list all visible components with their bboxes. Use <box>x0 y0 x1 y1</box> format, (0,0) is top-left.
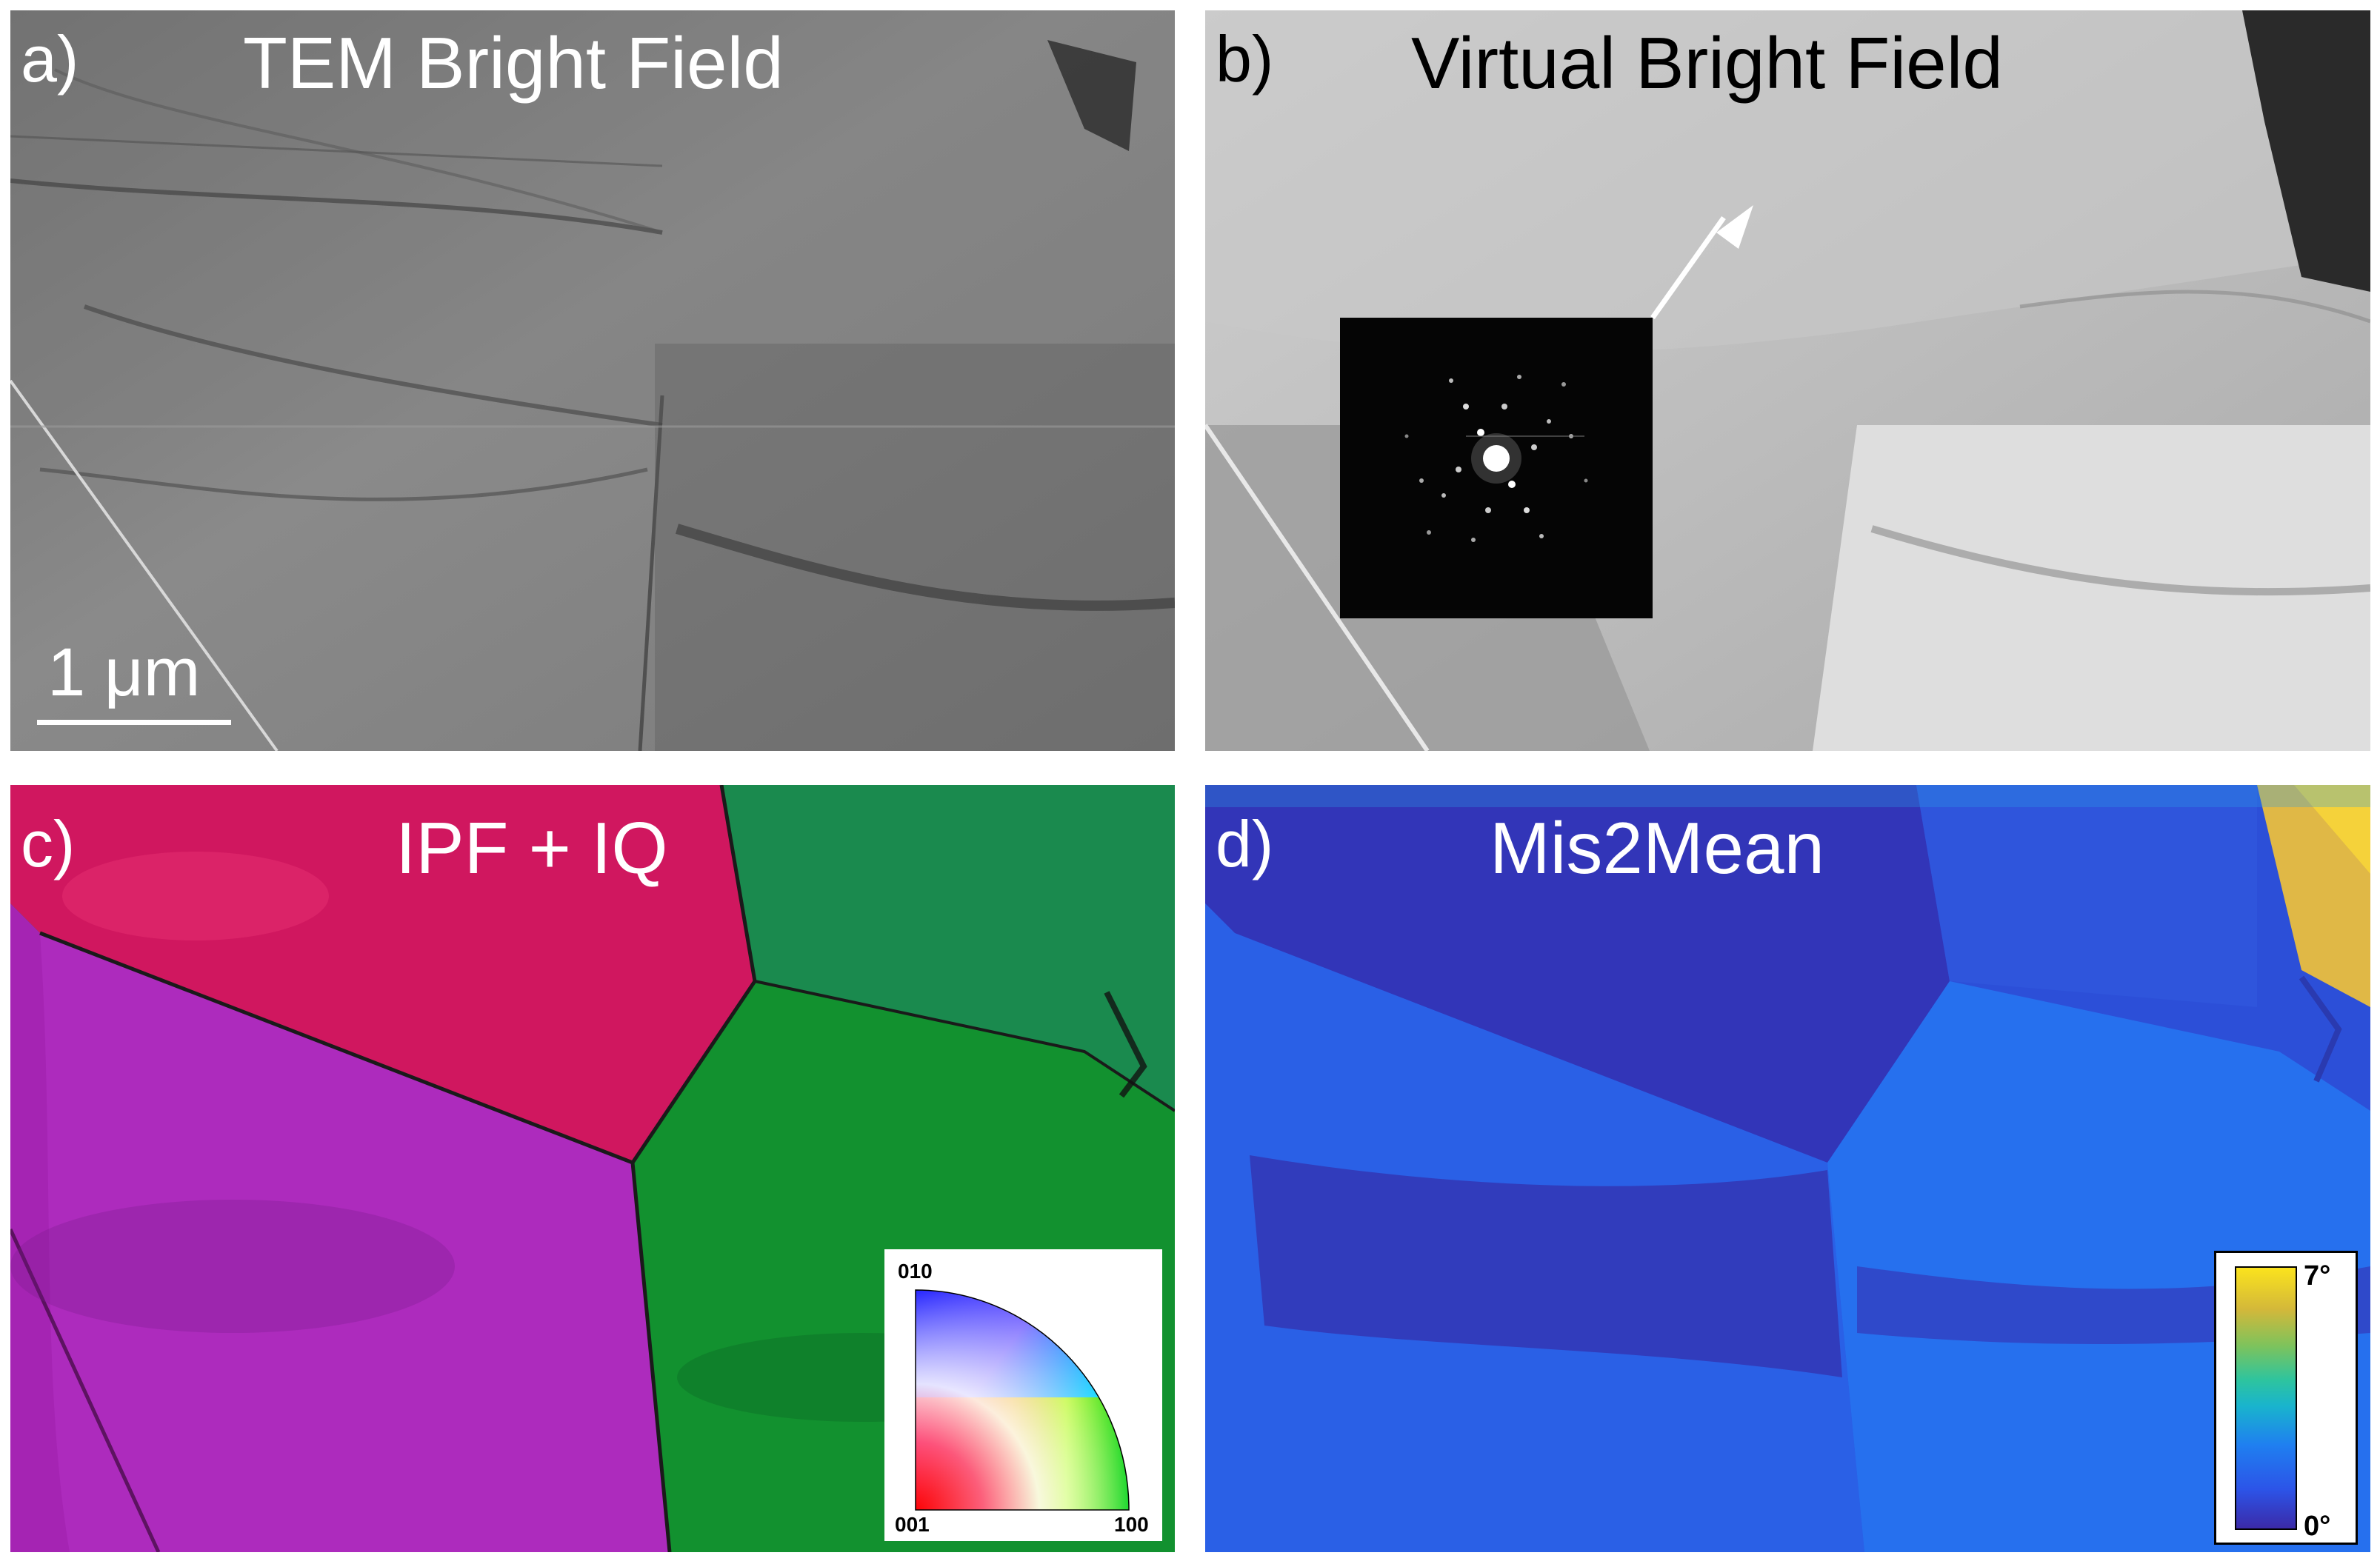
misorientation-colorbar: 7° 0° <box>2214 1251 2358 1545</box>
ipf-key-001-label: 001 <box>895 1513 930 1536</box>
panel-mis2mean: d) Mis2Mean 7° 0° <box>1205 785 2370 1552</box>
panel-letter-c: c) <box>21 807 76 880</box>
scale-bar-label: 1 μm <box>47 635 201 710</box>
panel-letter-b: b) <box>1216 22 1274 96</box>
panel-virtual-bright-field: b) Virtual Bright Field <box>1205 10 2370 751</box>
ipf-key-010-label: 010 <box>898 1260 933 1283</box>
panel-title-b: Virtual Bright Field <box>1411 22 2003 104</box>
panel-title-c: IPF + IQ <box>396 807 668 889</box>
tem-bright-field-image <box>10 10 1175 751</box>
panel-ipf-iq: c) IPF + IQ <box>10 785 1175 1552</box>
ipf-key-100-label: 100 <box>1114 1513 1149 1536</box>
diffraction-pattern-inset <box>1340 318 1653 618</box>
ipf-triangle <box>915 1289 1130 1511</box>
mis2mean-map <box>1205 785 2370 1552</box>
scale-bar <box>37 720 231 725</box>
panel-letter-d: d) <box>1216 807 1274 880</box>
panel-letter-a: a) <box>21 22 79 96</box>
ipf-color-key: 010 001 100 <box>884 1249 1162 1541</box>
colorbar-min-label: 0° <box>2304 1511 2331 1542</box>
colorbar-gradient <box>2235 1266 2297 1530</box>
panel-tem-bright-field: a) TEM Bright Field 1 μm <box>10 10 1175 751</box>
virtual-bright-field-image <box>1205 10 2370 751</box>
panel-title-d: Mis2Mean <box>1490 807 1825 889</box>
colorbar-max-label: 7° <box>2304 1260 2331 1291</box>
panel-title-a: TEM Bright Field <box>243 22 784 104</box>
diffraction-spots <box>1404 375 1588 542</box>
